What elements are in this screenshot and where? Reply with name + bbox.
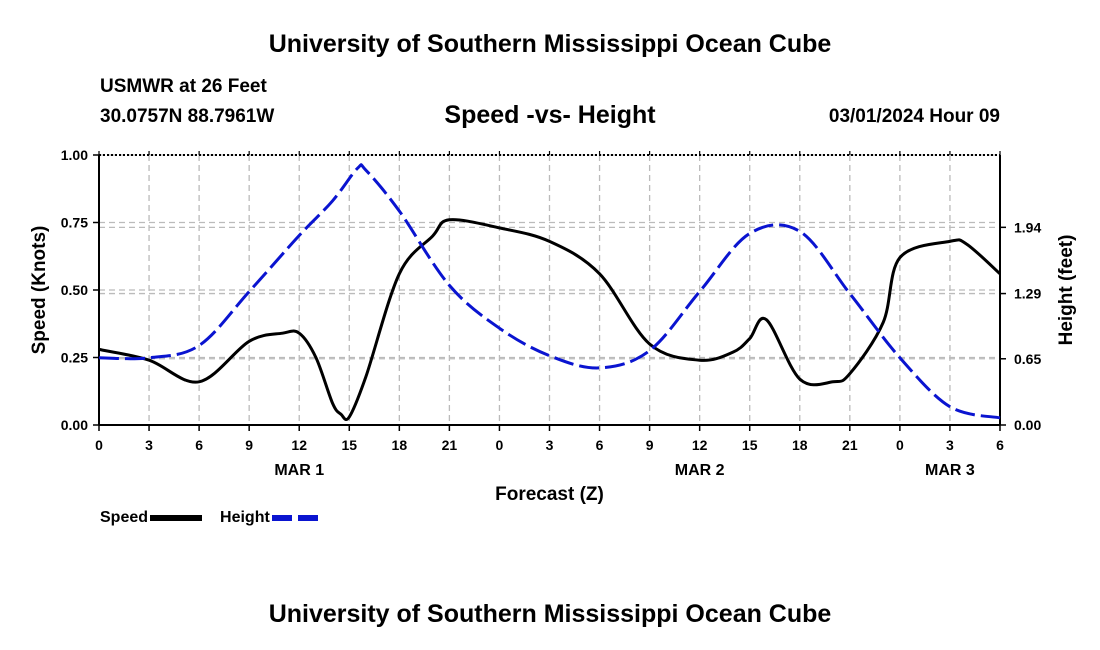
speed-series-line <box>98 218 1002 421</box>
legend-speed-swatch <box>150 515 203 521</box>
x-tick-label: 9 <box>245 437 253 453</box>
legend-speed-label: Speed <box>100 509 149 526</box>
x-tick-label: 18 <box>792 437 808 453</box>
y-tick-label-left: 0.25 <box>61 350 88 366</box>
series-layer <box>98 163 1002 421</box>
x-tick-label: 15 <box>341 437 357 453</box>
x-tick-label: 0 <box>95 437 103 453</box>
x-tick-label: 3 <box>946 437 954 453</box>
chart-legend: Speed Height <box>100 509 324 527</box>
x-tick-label: 0 <box>496 437 504 453</box>
y-axis-title-right: Height (feet) <box>1056 235 1077 346</box>
x-tick-label: 21 <box>842 437 858 453</box>
x-axis-title: Forecast (Z) <box>495 484 604 505</box>
x-tick-label: 12 <box>291 437 307 453</box>
y-tick-label-right: 0.00 <box>1014 417 1041 433</box>
x-tick-label: 0 <box>896 437 904 453</box>
forecast-timestamp: 03/01/2024 Hour 09 <box>828 106 1000 127</box>
station-label: USMWR at 26 Feet <box>100 76 267 97</box>
legend-height-swatch <box>271 515 324 521</box>
x-tick-label: 12 <box>692 437 708 453</box>
date-label: MAR 1 <box>274 462 324 479</box>
y-tick-label-right: 0.65 <box>1014 351 1041 367</box>
x-tick-label: 6 <box>596 437 604 453</box>
x-tick-label: 15 <box>742 437 758 453</box>
y-tick-label-left: 0.50 <box>61 282 88 298</box>
date-label: MAR 2 <box>675 462 725 479</box>
x-tick-label: 21 <box>442 437 458 453</box>
chart-main-title: University of Southern Mississippi Ocean… <box>268 30 832 58</box>
axis-layer <box>93 151 1006 431</box>
coordinates-label: 30.0757N 88.7961W <box>100 106 275 127</box>
legend-height-label: Height <box>220 509 270 526</box>
x-tick-label: 6 <box>996 437 1004 453</box>
height-series-line <box>98 163 1001 420</box>
label-layer: 0 3 6 9 12 15 18 21 0 3 6 9 12 15 18 21 0 3 6 0.00 0.25 0.50 0… <box>29 147 1077 505</box>
x-tick-label: 6 <box>195 437 203 453</box>
date-label: MAR 3 <box>925 462 975 479</box>
y-tick-label-left: 1.00 <box>61 147 88 163</box>
grid-layer <box>99 154 1000 426</box>
y-tick-label-left: 0.75 <box>61 215 88 231</box>
y-axis-title-left: Speed (Knots) <box>29 226 50 355</box>
x-tick-label: 18 <box>392 437 408 453</box>
x-tick-label: 3 <box>145 437 153 453</box>
y-tick-label-right: 1.29 <box>1014 286 1041 302</box>
x-tick-label: 3 <box>546 437 554 453</box>
chart-subtitle: Speed -vs- Height <box>444 101 656 129</box>
y-tick-label-right: 1.94 <box>1014 219 1041 235</box>
footer-title: University of Southern Mississippi Ocean… <box>268 600 832 628</box>
y-tick-label-left: 0.00 <box>61 417 88 433</box>
x-tick-label: 9 <box>646 437 654 453</box>
